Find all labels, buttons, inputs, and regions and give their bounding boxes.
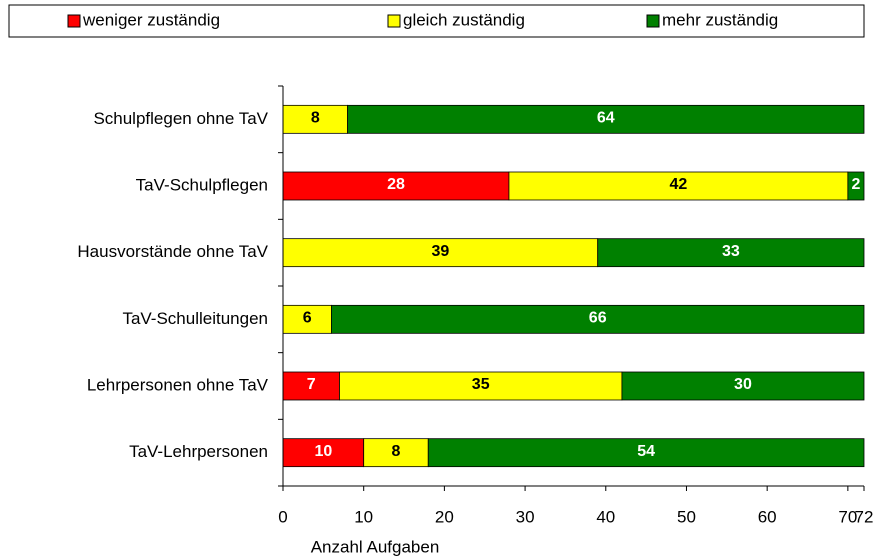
bar-segment [363,438,429,468]
data-label: 2 [851,176,860,193]
x-tick-label: 72 [855,507,874,526]
legend-label: mehr zuständig [662,10,778,29]
legend-label: weniger zuständig [82,10,220,29]
x-tick-label: 10 [354,507,373,526]
bar-segment [282,171,510,201]
data-label: 28 [387,176,405,193]
x-tick-label: 20 [435,507,454,526]
bar-segment [847,171,865,201]
x-tick-label: 50 [677,507,696,526]
y-tick-label: TaV-Schulleitungen [122,309,268,328]
legend-box [8,4,865,38]
x-axis-title: Anzahl Aufgaben [311,537,440,556]
data-label: 64 [597,110,615,127]
x-tick-label: 30 [516,507,535,526]
bar-segment [331,304,865,334]
x-tick-label: 60 [758,507,777,526]
legend-swatch [67,14,81,28]
legend-label: gleich zuständig [403,10,525,29]
bar-segment [621,371,865,401]
data-label: 7 [307,376,316,393]
x-tick-label: 40 [596,507,615,526]
bar-segment [427,438,865,468]
data-label: 30 [734,376,752,393]
data-label: 8 [392,443,401,460]
y-tick-label: TaV-Schulpflegen [136,175,268,194]
y-tick-label: TaV-Lehrpersonen [129,442,268,461]
legend-swatch [646,14,660,28]
bar-segment [347,104,865,134]
data-label: 66 [589,310,607,327]
x-tick-label: 0 [278,507,287,526]
data-label: 39 [431,243,449,260]
data-label: 10 [314,443,332,460]
data-label: 8 [311,110,320,127]
bar-segment [508,171,849,201]
y-tick-label: Lehrpersonen ohne TaV [87,375,269,394]
legend-swatch [387,14,401,28]
data-label: 35 [472,376,490,393]
data-label: 42 [670,176,688,193]
x-tick-label: 70 [838,507,857,526]
y-tick-label: Hausvorstände ohne TaV [77,242,268,261]
y-tick-label: Schulpflegen ohne TaV [93,109,268,128]
data-label: 54 [637,443,655,460]
data-label: 33 [722,243,740,260]
bar-segment [597,238,865,268]
bar-segment [339,371,623,401]
data-label: 6 [303,310,312,327]
